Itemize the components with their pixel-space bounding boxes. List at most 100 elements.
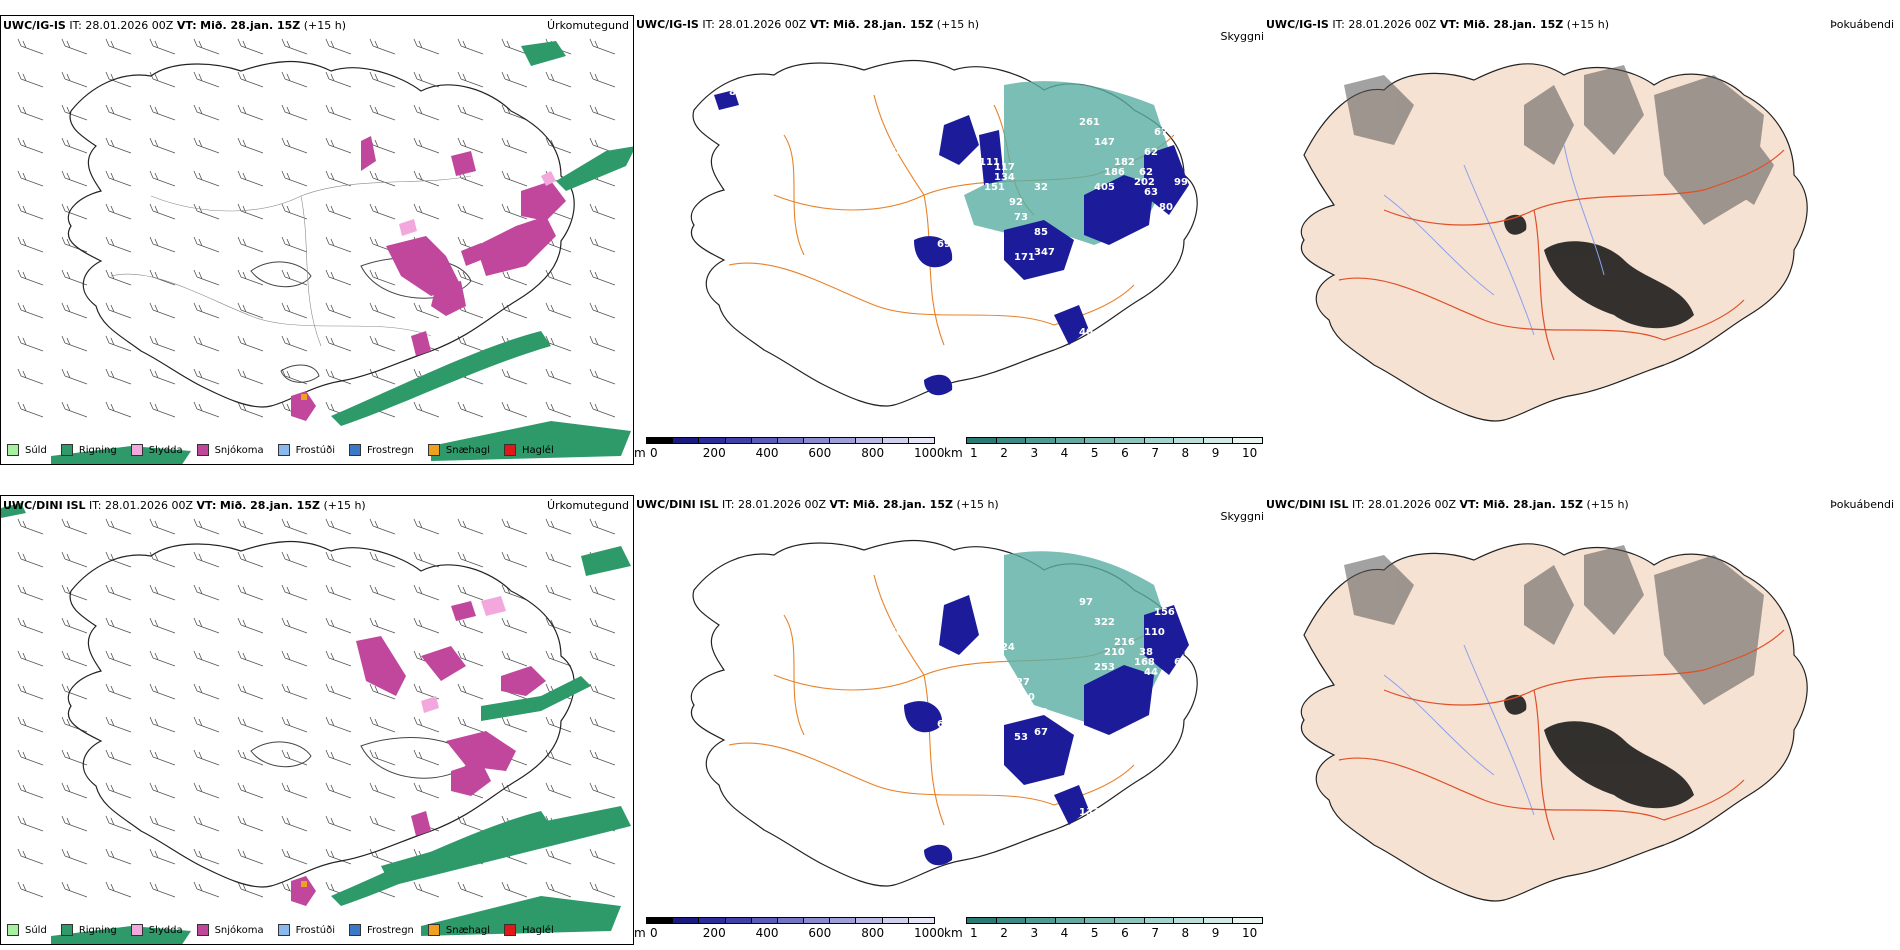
wind-barb: [17, 551, 44, 568]
sleet-areas: [421, 596, 506, 713]
legend-item: Snjókoma: [196, 924, 264, 936]
rain-areas: [1, 503, 631, 944]
wind-barb: [281, 203, 308, 220]
wind-barb: [193, 683, 220, 700]
legend-swatch: [196, 924, 209, 936]
wind-barb: [17, 269, 44, 286]
colorbar-tick-label: 2: [1000, 926, 1008, 940]
wind-barb: [149, 368, 176, 385]
colorbar-tick-label: 0: [650, 926, 658, 940]
legend-swatch: [349, 924, 361, 936]
wind-barb: [457, 38, 484, 55]
cloud-base-label: 127: [1009, 677, 1030, 688]
wind-barb: [237, 203, 264, 220]
wind-barb: [281, 104, 308, 121]
wind-barb: [501, 368, 528, 385]
cloud-title-bottom: UWC/DINI ISL IT: 28.01.2026 00Z VT: Mið.…: [636, 498, 999, 511]
wind-barb: [61, 38, 88, 55]
cloud-base-label: 210: [1104, 647, 1125, 658]
legend-item: Frostregn: [349, 444, 414, 456]
fog-title-bottom: UWC/DINI ISL IT: 28.01.2026 00Z VT: Mið.…: [1266, 498, 1629, 511]
wind-barb: [61, 617, 88, 634]
wind-barb: [193, 551, 220, 568]
fog-panel-bottom: UWC/DINI ISL IT: 28.01.2026 00Z VT: Mið.…: [1264, 495, 1900, 945]
legend-swatch: [504, 444, 517, 456]
wind-barb: [545, 518, 572, 535]
colorbar-segment: [1025, 917, 1056, 924]
legend-swatch: [349, 444, 361, 456]
wind-barb: [501, 137, 528, 154]
cloud-base-label: 32: [1034, 182, 1048, 193]
legend-label: Rigning: [78, 924, 117, 936]
colorbar-tick-label: 10: [1242, 926, 1258, 940]
wind-barb: [237, 71, 264, 88]
wind-barb: [61, 650, 88, 667]
wind-barb: [105, 71, 132, 88]
cloud-base-label: 73: [1014, 212, 1028, 223]
rivers: [1383, 144, 1605, 336]
fog-map-top: [1300, 63, 1808, 422]
cloud-base-label: 64: [1174, 657, 1188, 668]
wind-barb: [501, 401, 528, 418]
roads: [1338, 149, 1785, 361]
colorbar-tick-label: 7: [1151, 926, 1159, 940]
colorbar-segment: [1202, 437, 1234, 444]
wind-barb: [545, 104, 572, 121]
cloud-base-label: 88: [924, 637, 938, 648]
precip-map-bottom: [1, 503, 631, 944]
wind-barb: [281, 617, 308, 634]
colorbar-tick-label: 200: [702, 446, 726, 460]
colorbar-tick-label: 3: [1030, 446, 1039, 460]
wind-barb: [237, 551, 264, 568]
colorbar-segment: [1232, 437, 1263, 444]
wind-barb: [105, 401, 132, 418]
wind-barb: [237, 104, 264, 121]
colorbar-segment: [724, 917, 752, 924]
wind-barb: [61, 782, 88, 799]
wind-barb: [17, 236, 44, 253]
wind-barb: [457, 518, 484, 535]
colorbar-segment: [646, 917, 674, 924]
wind-barb: [281, 650, 308, 667]
wind-barb: [325, 782, 352, 799]
cloud-base-label: 216: [1114, 637, 1135, 648]
wind-barb: [325, 749, 352, 766]
wind-barb: [17, 650, 44, 667]
wind-barb: [413, 38, 440, 55]
cloud-base-label: 85: [924, 157, 938, 168]
wind-barb: [369, 584, 396, 601]
cloud-base-label: 105: [1104, 257, 1125, 268]
wind-barb: [281, 584, 308, 601]
cloud-base-label: 97: [1079, 597, 1093, 608]
wind-barb: [589, 269, 616, 286]
wind-barb: [589, 203, 616, 220]
wind-barb: [193, 401, 220, 418]
wind-barb: [457, 551, 484, 568]
colorbar-segment: [776, 437, 805, 444]
wind-barb: [325, 584, 352, 601]
cloud-base-label: 44: [1144, 667, 1158, 678]
glacier-outlines: [250, 737, 472, 779]
wind-barb: [325, 815, 352, 832]
wind-barb: [589, 236, 616, 253]
wind-barb: [369, 302, 396, 319]
wind-barb: [325, 650, 352, 667]
legend-swatch: [60, 924, 73, 936]
legend-item: Slydda: [130, 924, 183, 936]
wind-barb: [61, 401, 88, 418]
wind-barb: [589, 584, 616, 601]
wind-barb: [149, 617, 176, 634]
wind-barb: [545, 584, 572, 601]
colorbar-segment: [1114, 917, 1145, 924]
cloud-base-label: 108: [974, 262, 995, 273]
wind-barb: [105, 302, 132, 319]
colorbar-tick-label: 3: [1030, 926, 1039, 940]
wind-barb: [413, 104, 440, 121]
colorbar-unit: m: [634, 926, 646, 940]
wind-barb: [17, 104, 44, 121]
wind-barb: [413, 617, 440, 634]
wind-barb: [193, 881, 220, 898]
cloud-base-areas: [714, 90, 1189, 396]
wind-barb: [149, 815, 176, 832]
wind-barb: [193, 815, 220, 832]
